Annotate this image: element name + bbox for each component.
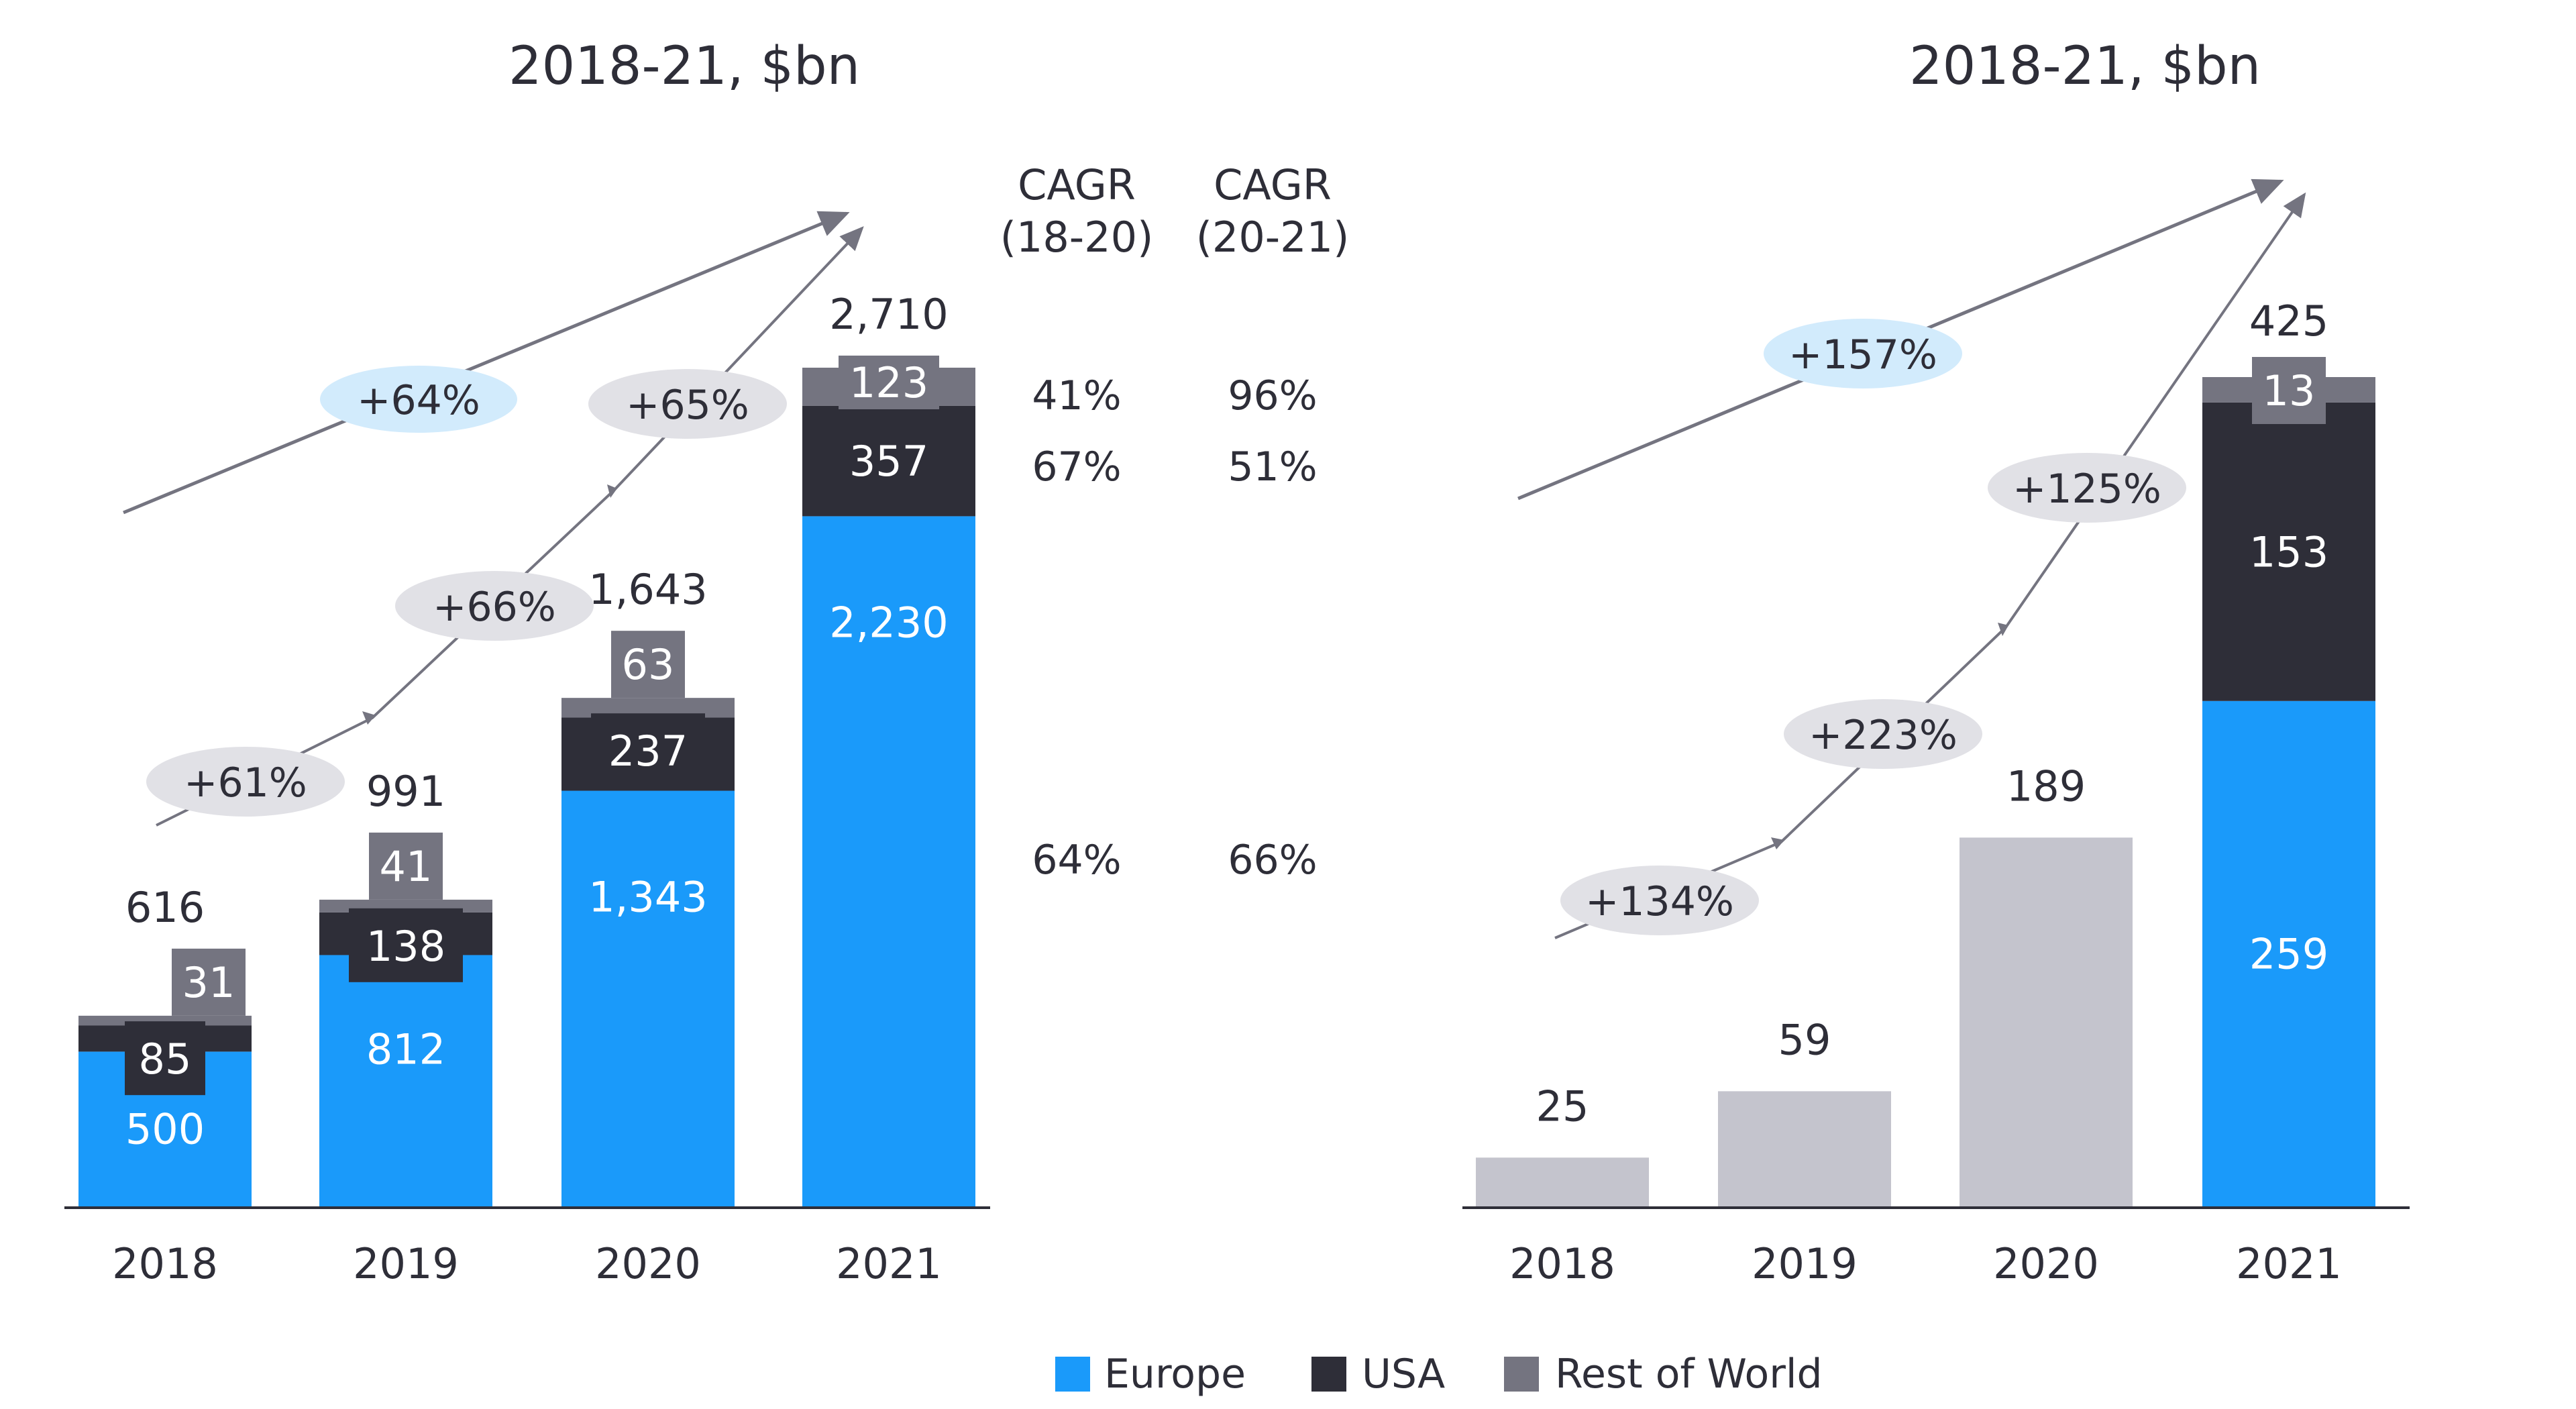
right-growth-bubble-1: +134% — [1560, 866, 1759, 935]
left-arrow-mid-head-2 — [607, 484, 617, 498]
cagr-usa-20-21: 51% — [1228, 443, 1317, 490]
label-usa-2020: 237 — [608, 727, 688, 776]
right-yoy-growth-arrow — [1554, 192, 2306, 939]
left-growth-label-2: +66% — [433, 584, 556, 631]
bar-europe-2020 — [561, 790, 735, 1206]
label-usa-2021: 153 — [2249, 527, 2328, 576]
label-europe-2021: 259 — [2249, 929, 2328, 978]
cagr-header-20-21-line1: CAGR — [1214, 160, 1332, 209]
label-europe-2021: 2,230 — [829, 598, 949, 647]
label-usa-2018: 85 — [139, 1035, 192, 1084]
right-growth-label-3: +125% — [2012, 466, 2161, 513]
label-total-2019: 991 — [366, 767, 445, 816]
label-total-2020: 189 — [2006, 762, 2086, 811]
label-europe-2020: 1,343 — [588, 873, 708, 922]
bar-usa-2021 — [802, 405, 975, 517]
label-box-rest-of-world-2018 — [172, 948, 246, 1016]
left-overall-growth-label: +64% — [357, 377, 480, 424]
left-x-ticks: 2018 2019 2020 2021 — [112, 1239, 942, 1288]
label-total-2021: 425 — [2249, 297, 2328, 346]
x-tick-right-2021: 2021 — [2236, 1239, 2342, 1288]
bar-usa-2021 — [2202, 402, 2375, 701]
legend-swatch-rest-of-world — [1504, 1357, 1539, 1392]
label-usa-2021: 357 — [849, 437, 928, 486]
bar-europe-2021 — [2202, 700, 2375, 1206]
label-usa-2019: 138 — [366, 922, 445, 971]
left-yoy-growth-arrow — [156, 226, 864, 827]
label-box-usa-2020 — [591, 713, 705, 788]
x-tick-left-2018: 2018 — [112, 1239, 218, 1288]
right-arrow-mid-head-1 — [1771, 837, 1784, 849]
right-overall-growth-bubble: +157% — [1764, 319, 1962, 388]
legend-label-usa: USA — [1362, 1351, 1445, 1398]
legend-swatch-europe — [1055, 1357, 1090, 1392]
label-rest-of-world-2021: 123 — [849, 358, 928, 407]
label-total-2018: 25 — [1536, 1082, 1589, 1131]
right-overall-growth-label: +157% — [1788, 331, 1937, 378]
label-box-usa-2019 — [349, 908, 463, 982]
x-tick-right-2018: 2018 — [1509, 1239, 1615, 1288]
x-tick-left-2019: 2019 — [353, 1239, 459, 1288]
right-growth-bubble-2: +223% — [1784, 699, 1982, 769]
label-rest-of-world-2021: 13 — [2263, 366, 2316, 415]
right-growth-bubble-3: +125% — [1988, 453, 2186, 523]
right-chart-bars: 25 59 189 259 153 13 425 — [1476, 297, 2375, 1206]
label-box-rest-of-world-2021 — [839, 356, 939, 409]
left-overall-growth-bubble: +64% — [320, 366, 517, 433]
label-total-2021: 2,710 — [829, 290, 949, 339]
cagr-usa-18-20: 67% — [1032, 443, 1121, 490]
bar-europe-2021 — [802, 516, 975, 1206]
label-rest-of-world-2019: 41 — [380, 842, 433, 891]
legend: Europe USA Rest of World — [1055, 1351, 1823, 1398]
x-tick-left-2021: 2021 — [836, 1239, 942, 1288]
cagr-header-18-20: CAGR (18-20) — [1000, 160, 1154, 262]
label-box-rest-of-world-2019 — [369, 832, 443, 900]
left-arrow-mid-head-1 — [362, 711, 376, 725]
label-europe-2018: 500 — [125, 1105, 205, 1154]
cagr-header-18-20-line1: CAGR — [1018, 160, 1136, 209]
x-tick-left-2020: 2020 — [595, 1239, 701, 1288]
label-total-2020: 1,643 — [588, 565, 708, 614]
label-total-2019: 59 — [1778, 1015, 1831, 1064]
left-growth-label-1: +61% — [184, 760, 307, 806]
right-growth-label-2: +223% — [1809, 712, 1957, 759]
cagr-header-20-21: CAGR (20-21) — [1196, 160, 1350, 262]
label-box-rest-of-world-2020 — [611, 631, 685, 698]
x-tick-right-2020: 2020 — [1993, 1239, 2099, 1288]
cagr-europe-18-20: 64% — [1032, 837, 1121, 884]
legend-label-europe: Europe — [1104, 1351, 1246, 1398]
label-box-rest-of-world-2021 — [2252, 357, 2326, 424]
legend-swatch-usa — [1311, 1357, 1346, 1392]
label-rest-of-world-2018: 31 — [182, 958, 235, 1007]
right-x-ticks: 2018 2019 2020 2021 — [1509, 1239, 2342, 1288]
cagr-row-20-21: 96% — [1228, 372, 1317, 419]
left-overall-growth-arrow — [123, 211, 850, 515]
left-growth-bubble-2: +66% — [395, 571, 594, 641]
left-growth-label-3: +65% — [626, 382, 749, 429]
cagr-row-18-20: 41% — [1032, 372, 1121, 419]
cagr-header-18-20-line2: (18-20) — [1000, 213, 1154, 262]
right-chart-title: 2018-21, $bn — [1909, 36, 2261, 97]
left-growth-bubble-3: +65% — [588, 369, 787, 439]
right-growth-label-1: +134% — [1585, 878, 1734, 925]
left-growth-bubble-1: +61% — [146, 747, 345, 817]
label-rest-of-world-2020: 63 — [622, 640, 675, 689]
cagr-europe-20-21: 66% — [1228, 837, 1317, 884]
cagr-header-20-21-line2: (20-21) — [1196, 213, 1350, 262]
left-chart-title: 2018-21, $bn — [508, 36, 860, 97]
bar-rest-of-world-2018 — [78, 1015, 252, 1026]
bar-total-2018 — [1476, 1157, 1649, 1206]
label-europe-2019: 812 — [366, 1025, 445, 1074]
bar-total-2020 — [1960, 837, 2133, 1206]
bar-europe-2019 — [319, 955, 492, 1206]
x-tick-right-2019: 2019 — [1752, 1239, 1858, 1288]
left-chart-bars: 500 85 31 616 812 138 41 991 1,343 237 63 1,643 2,23… — [78, 290, 975, 1206]
label-box-usa-2018 — [125, 1021, 205, 1096]
label-total-2018: 616 — [125, 883, 205, 932]
legend-label-rest-of-world: Rest of World — [1555, 1351, 1823, 1398]
right-arrow-mid-head-2 — [1998, 623, 2008, 636]
bar-total-2019 — [1718, 1091, 1891, 1206]
